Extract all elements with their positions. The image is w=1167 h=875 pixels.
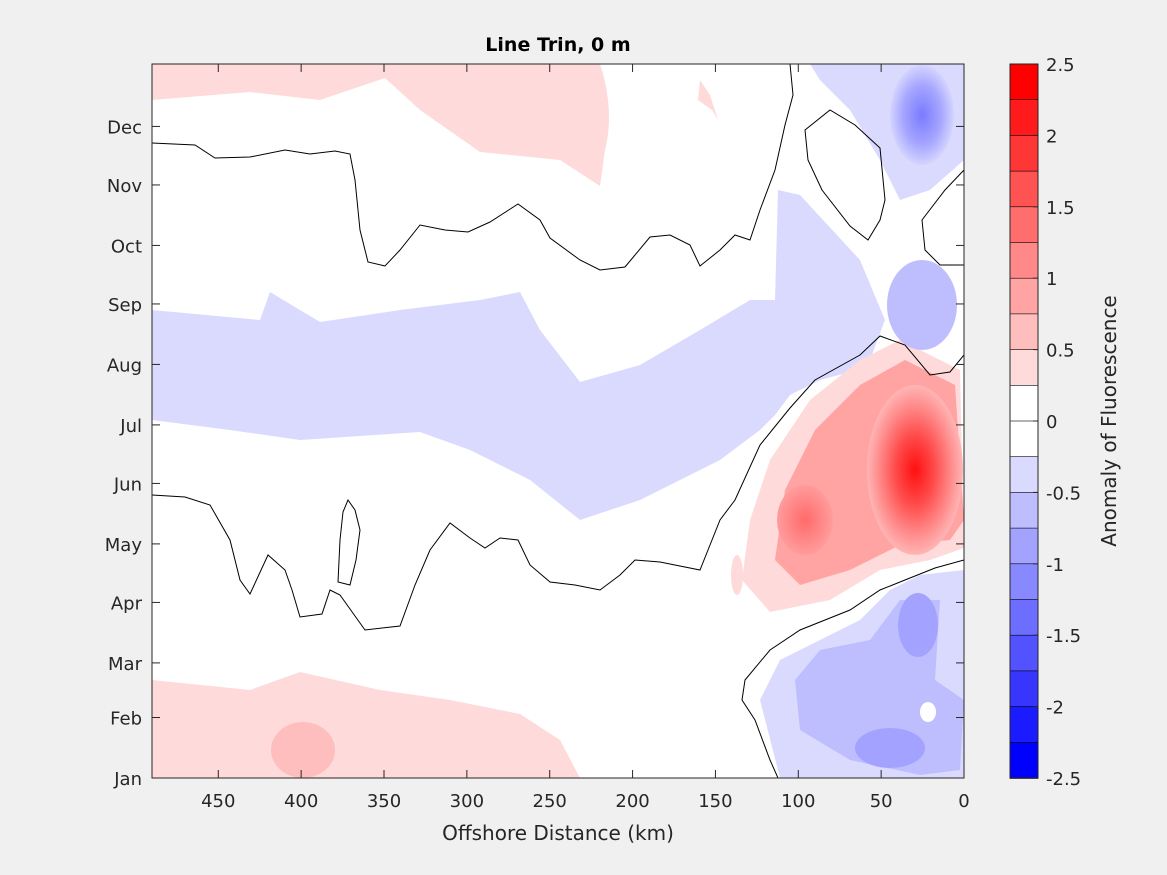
colorbar-segment [1009,384,1039,422]
pos-patch-small [731,555,743,595]
colorbar-segment [1009,170,1039,208]
colorbar-tick-label: -2 [1046,698,1064,719]
colorbar: 2.5 2 1.5 1 0.5 0 -0.5 -1 -1.5 -2 -2.5 [1009,55,1081,790]
colorbar-segment [1009,206,1039,244]
colorbar-label: Anomaly of Fluorescence [1097,295,1121,546]
y-tick-label: Apr [111,593,143,614]
pos-bloom-secondary [777,485,833,555]
y-tick-label: Oct [111,236,142,257]
x-tick-label: 250 [533,791,567,812]
white-hole-feb [920,702,936,722]
y-tick-label: Mar [108,654,143,675]
x-tick-label: 0 [958,791,969,812]
pos-patch-small-dec [698,80,718,120]
x-tick-label: 150 [698,791,732,812]
neg-core-dec [890,65,954,165]
chart-title: Line Trin, 0 m [485,34,630,56]
colorbar-segment [1009,670,1039,708]
x-tick-label: 50 [870,791,893,812]
y-tick-label: Dec [107,117,142,138]
colorbar-segment [1009,741,1039,779]
colorbar-tick-label: 0 [1046,412,1057,433]
x-tick-label: 400 [284,791,318,812]
neg-band-aug [152,190,885,520]
colorbar-segment [1009,349,1039,387]
contour-nov [152,64,794,271]
pos-band-dec [152,64,609,186]
x-tick-label: 300 [450,791,484,812]
y-axis: Jan Feb Mar Apr May Jun Jul Aug Sep Oct Nov Dec [105,117,964,790]
colorbar-segment [1009,135,1039,172]
pos-band-jan [152,672,580,778]
colorbar-tick-label: 2.5 [1046,55,1075,76]
colorbar-segment [1009,563,1039,601]
contour-may [152,335,964,631]
colorbar-segment [1009,63,1039,101]
y-tick-label: Jul [119,416,142,437]
contour-loop-oct [921,169,964,266]
y-tick-label: Aug [107,355,142,376]
contour-loop-370 [337,498,361,586]
colorbar-segment [1009,242,1039,280]
y-tick-label: Jan [113,769,142,790]
colorbar-tick-label: -1.5 [1046,626,1081,647]
colorbar-segment [1009,277,1039,315]
colorbar-segment [1009,706,1039,744]
x-tick-label: 100 [781,791,815,812]
y-tick-label: Nov [107,176,142,197]
contour-loop-dec [804,109,886,241]
colorbar-tick-label: -1 [1046,555,1064,576]
colorbar-segment [1009,492,1039,529]
colorbar-tick-label: -0.5 [1046,483,1081,504]
neg-core-jan [855,728,925,768]
x-tick-label: 450 [201,791,235,812]
colorbar-tick-label: 2 [1046,126,1057,147]
contour-fills [152,64,964,778]
y-tick-label: May [105,535,143,556]
axes-box [151,63,965,779]
colorbar-segment [1009,527,1039,565]
contour-feb [741,559,964,778]
colorbar-segment [1009,456,1039,494]
colorbar-segment [1009,420,1039,458]
colorbar-segment [1009,634,1039,672]
colorbar-segment [1009,99,1039,137]
pos-patch-400km [271,722,335,778]
y-tick-label: Feb [110,709,142,730]
y-tick-label: Sep [108,295,142,316]
pos-bloom-core [867,385,963,555]
x-axis-label: Offshore Distance (km) [442,821,674,845]
y-tick-label: Jun [113,474,142,495]
colorbar-tick-label: 1.5 [1046,198,1075,219]
neg-core-mar [898,593,938,657]
colorbar-segment [1009,599,1039,637]
x-tick-label: 200 [615,791,649,812]
x-axis: 450 400 350 300 250 200 150 100 50 0 [201,64,970,812]
colorbar-tick-label: 1 [1046,269,1057,290]
colorbar-segment [1009,313,1039,351]
neg-patch-sep [887,260,957,350]
zero-contours [152,64,964,778]
colorbar-tick-label: 0.5 [1046,341,1075,362]
x-tick-label: 350 [367,791,401,812]
colorbar-tick-label: -2.5 [1046,769,1081,790]
